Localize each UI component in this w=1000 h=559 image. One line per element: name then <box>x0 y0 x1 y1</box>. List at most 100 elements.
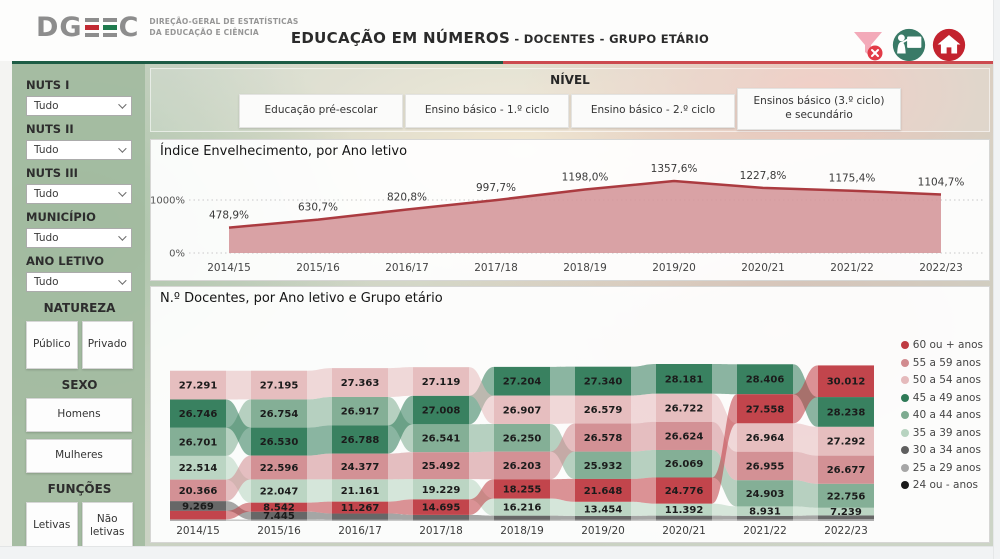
age-group-legend: 60 ou + anos 55 a 59 anos 50 a 54 anos 45 a… <box>900 339 983 491</box>
home-icon[interactable] <box>930 26 968 64</box>
ribbon-band <box>332 453 388 480</box>
ribbon-flow <box>793 506 818 516</box>
ribbon-flow <box>469 451 494 480</box>
natureza-label: NATUREZA <box>43 301 116 315</box>
ribbon-band <box>656 364 712 394</box>
x-axis-label: 2020/21 <box>662 525 706 537</box>
x-axis-label: 2020/21 <box>741 262 785 274</box>
ribbon-band <box>737 451 793 481</box>
teacher-board-icon[interactable] <box>890 26 928 64</box>
x-axis-label: 2018/19 <box>563 262 607 274</box>
legend-item[interactable]: 55 a 59 anos <box>900 356 983 369</box>
ribbon-flow <box>631 519 656 521</box>
ribbon-flow <box>226 370 251 400</box>
ribbon-band <box>494 395 550 424</box>
legend-item[interactable]: 50 a 54 anos <box>900 374 983 386</box>
nuts3-dropdown[interactable]: Tudo <box>26 184 132 204</box>
ano-letivo-dropdown-value: Tudo <box>34 276 59 288</box>
mulheres-button[interactable]: Mulheres <box>26 439 132 473</box>
legend-dot-icon <box>900 376 909 384</box>
legend-dot-icon <box>900 481 909 489</box>
data-label: 478,9% <box>209 210 249 222</box>
band-value-label: 24.903 <box>746 489 785 500</box>
logo-subtitle: DIREÇÃO-GERAL DE ESTATÍSTICAS DA EDUCAÇÃ… <box>149 17 299 37</box>
legend-item[interactable]: 35 a 39 anos <box>900 427 983 439</box>
aging-index-chart: 0% 1000% 478,9% 2014/15 630,7% 2015/16 820,8% 2… <box>151 163 984 274</box>
legend-item[interactable]: 60 ou + anos <box>900 339 983 351</box>
ribbon-band <box>818 519 874 521</box>
legend-label: 55 a 59 anos <box>912 356 981 369</box>
homens-button[interactable]: Homens <box>26 398 132 432</box>
legend-label: 45 a 49 anos <box>912 391 981 404</box>
ribbon-band <box>332 519 388 521</box>
ribbon-flow <box>388 452 413 480</box>
ribbon-band <box>494 479 550 499</box>
band-value-label: 7.239 <box>830 507 862 518</box>
nivel-button-basico-2ciclo[interactable]: Ensino básico - 2.º ciclo <box>571 94 735 128</box>
nuts1-dropdown[interactable]: Tudo <box>26 96 132 116</box>
band-value-label: 21.161 <box>341 486 380 497</box>
ano-letivo-dropdown[interactable]: Tudo <box>26 272 132 292</box>
ribbon-flow <box>793 480 818 508</box>
legend-label: 50 a 54 anos <box>912 374 981 386</box>
legend-dot-icon <box>900 428 909 437</box>
band-value-label: 21.648 <box>584 486 623 497</box>
band-value-label: 26.579 <box>584 405 623 416</box>
ribbon-band <box>170 455 226 480</box>
band-value-label: 25.492 <box>422 461 461 472</box>
ribbon-band <box>251 427 307 456</box>
band-value-label: 26.955 <box>746 461 785 472</box>
x-axis-label: 2019/20 <box>652 262 696 274</box>
band-value-label: 19.229 <box>422 485 461 496</box>
band-value-label: 27.363 <box>341 378 380 389</box>
municipio-dropdown[interactable]: Tudo <box>26 228 132 248</box>
ribbon-band <box>818 507 874 516</box>
publico-button[interactable]: Público <box>26 321 78 369</box>
legend-label: 40 a 44 anos <box>912 409 981 421</box>
ribbon-flow <box>712 449 737 507</box>
nao-letivas-button[interactable]: Não letivas <box>81 502 133 550</box>
legend-item[interactable]: 24 ou - anos <box>900 479 983 491</box>
ribbon-band <box>413 452 469 480</box>
x-axis-label: 2014/15 <box>176 525 220 537</box>
band-value-label: 18.255 <box>503 484 542 495</box>
docentes-ribbon-chart-panel: 9.269 22.514 26.701 26.746 27.291 20.366 2014/… <box>150 286 990 543</box>
ribbon-band <box>656 393 712 422</box>
data-label: 1175,4% <box>829 173 876 185</box>
band-value-label: 24.377 <box>341 462 380 473</box>
letivas-button[interactable]: Letivas <box>26 502 78 550</box>
legend-dot-icon <box>900 358 909 367</box>
privado-button[interactable]: Privado <box>81 321 133 369</box>
nivel-button-basico-1ciclo[interactable]: Ensino básico - 1.º ciclo <box>405 94 569 128</box>
filter-label-nuts1: NUTS I <box>26 78 70 92</box>
legend-item[interactable]: 30 a 34 anos <box>900 444 983 456</box>
dgeec-logo: DG C DIREÇÃO-GERAL DE ESTATÍSTICAS DA ED… <box>36 12 298 43</box>
ribbon-band <box>656 515 712 520</box>
legend-item[interactable]: 25 a 29 anos <box>900 462 983 474</box>
band-value-label: 9.269 <box>182 501 214 512</box>
legend-item[interactable]: 40 a 44 anos <box>900 409 983 421</box>
divider-green-segment <box>12 61 503 64</box>
sexo-label: SEXO <box>61 378 98 392</box>
nivel-button-basico-3ciclo-secundario[interactable]: Ensinos básico (3.º ciclo) e secundário <box>737 88 901 130</box>
nivel-button-pre-escolar[interactable]: Educação pré-escolar <box>239 94 403 128</box>
chevron-down-icon <box>118 276 127 285</box>
nuts2-dropdown[interactable]: Tudo <box>26 140 132 160</box>
ribbon-flow <box>307 479 332 503</box>
ribbon-flow <box>712 503 737 516</box>
filter-label-municipio: MUNICÍPIO <box>26 210 96 224</box>
header-icons <box>850 26 968 64</box>
legend-item[interactable]: 45 a 49 anos <box>900 391 983 404</box>
ribbon-band <box>170 510 226 520</box>
ribbon-band <box>170 519 226 521</box>
ribbon-band <box>737 480 793 507</box>
x-axis-label: 2015/16 <box>257 525 301 537</box>
scrollbar-track[interactable] <box>993 0 1000 559</box>
clear-filter-icon[interactable] <box>850 26 888 64</box>
ribbon-band <box>494 515 550 520</box>
band-value-label: 26.624 <box>665 431 704 442</box>
ribbon-flow <box>469 479 494 515</box>
x-axis-label: 2022/23 <box>919 262 963 274</box>
x-axis-label: 2014/15 <box>207 262 251 274</box>
